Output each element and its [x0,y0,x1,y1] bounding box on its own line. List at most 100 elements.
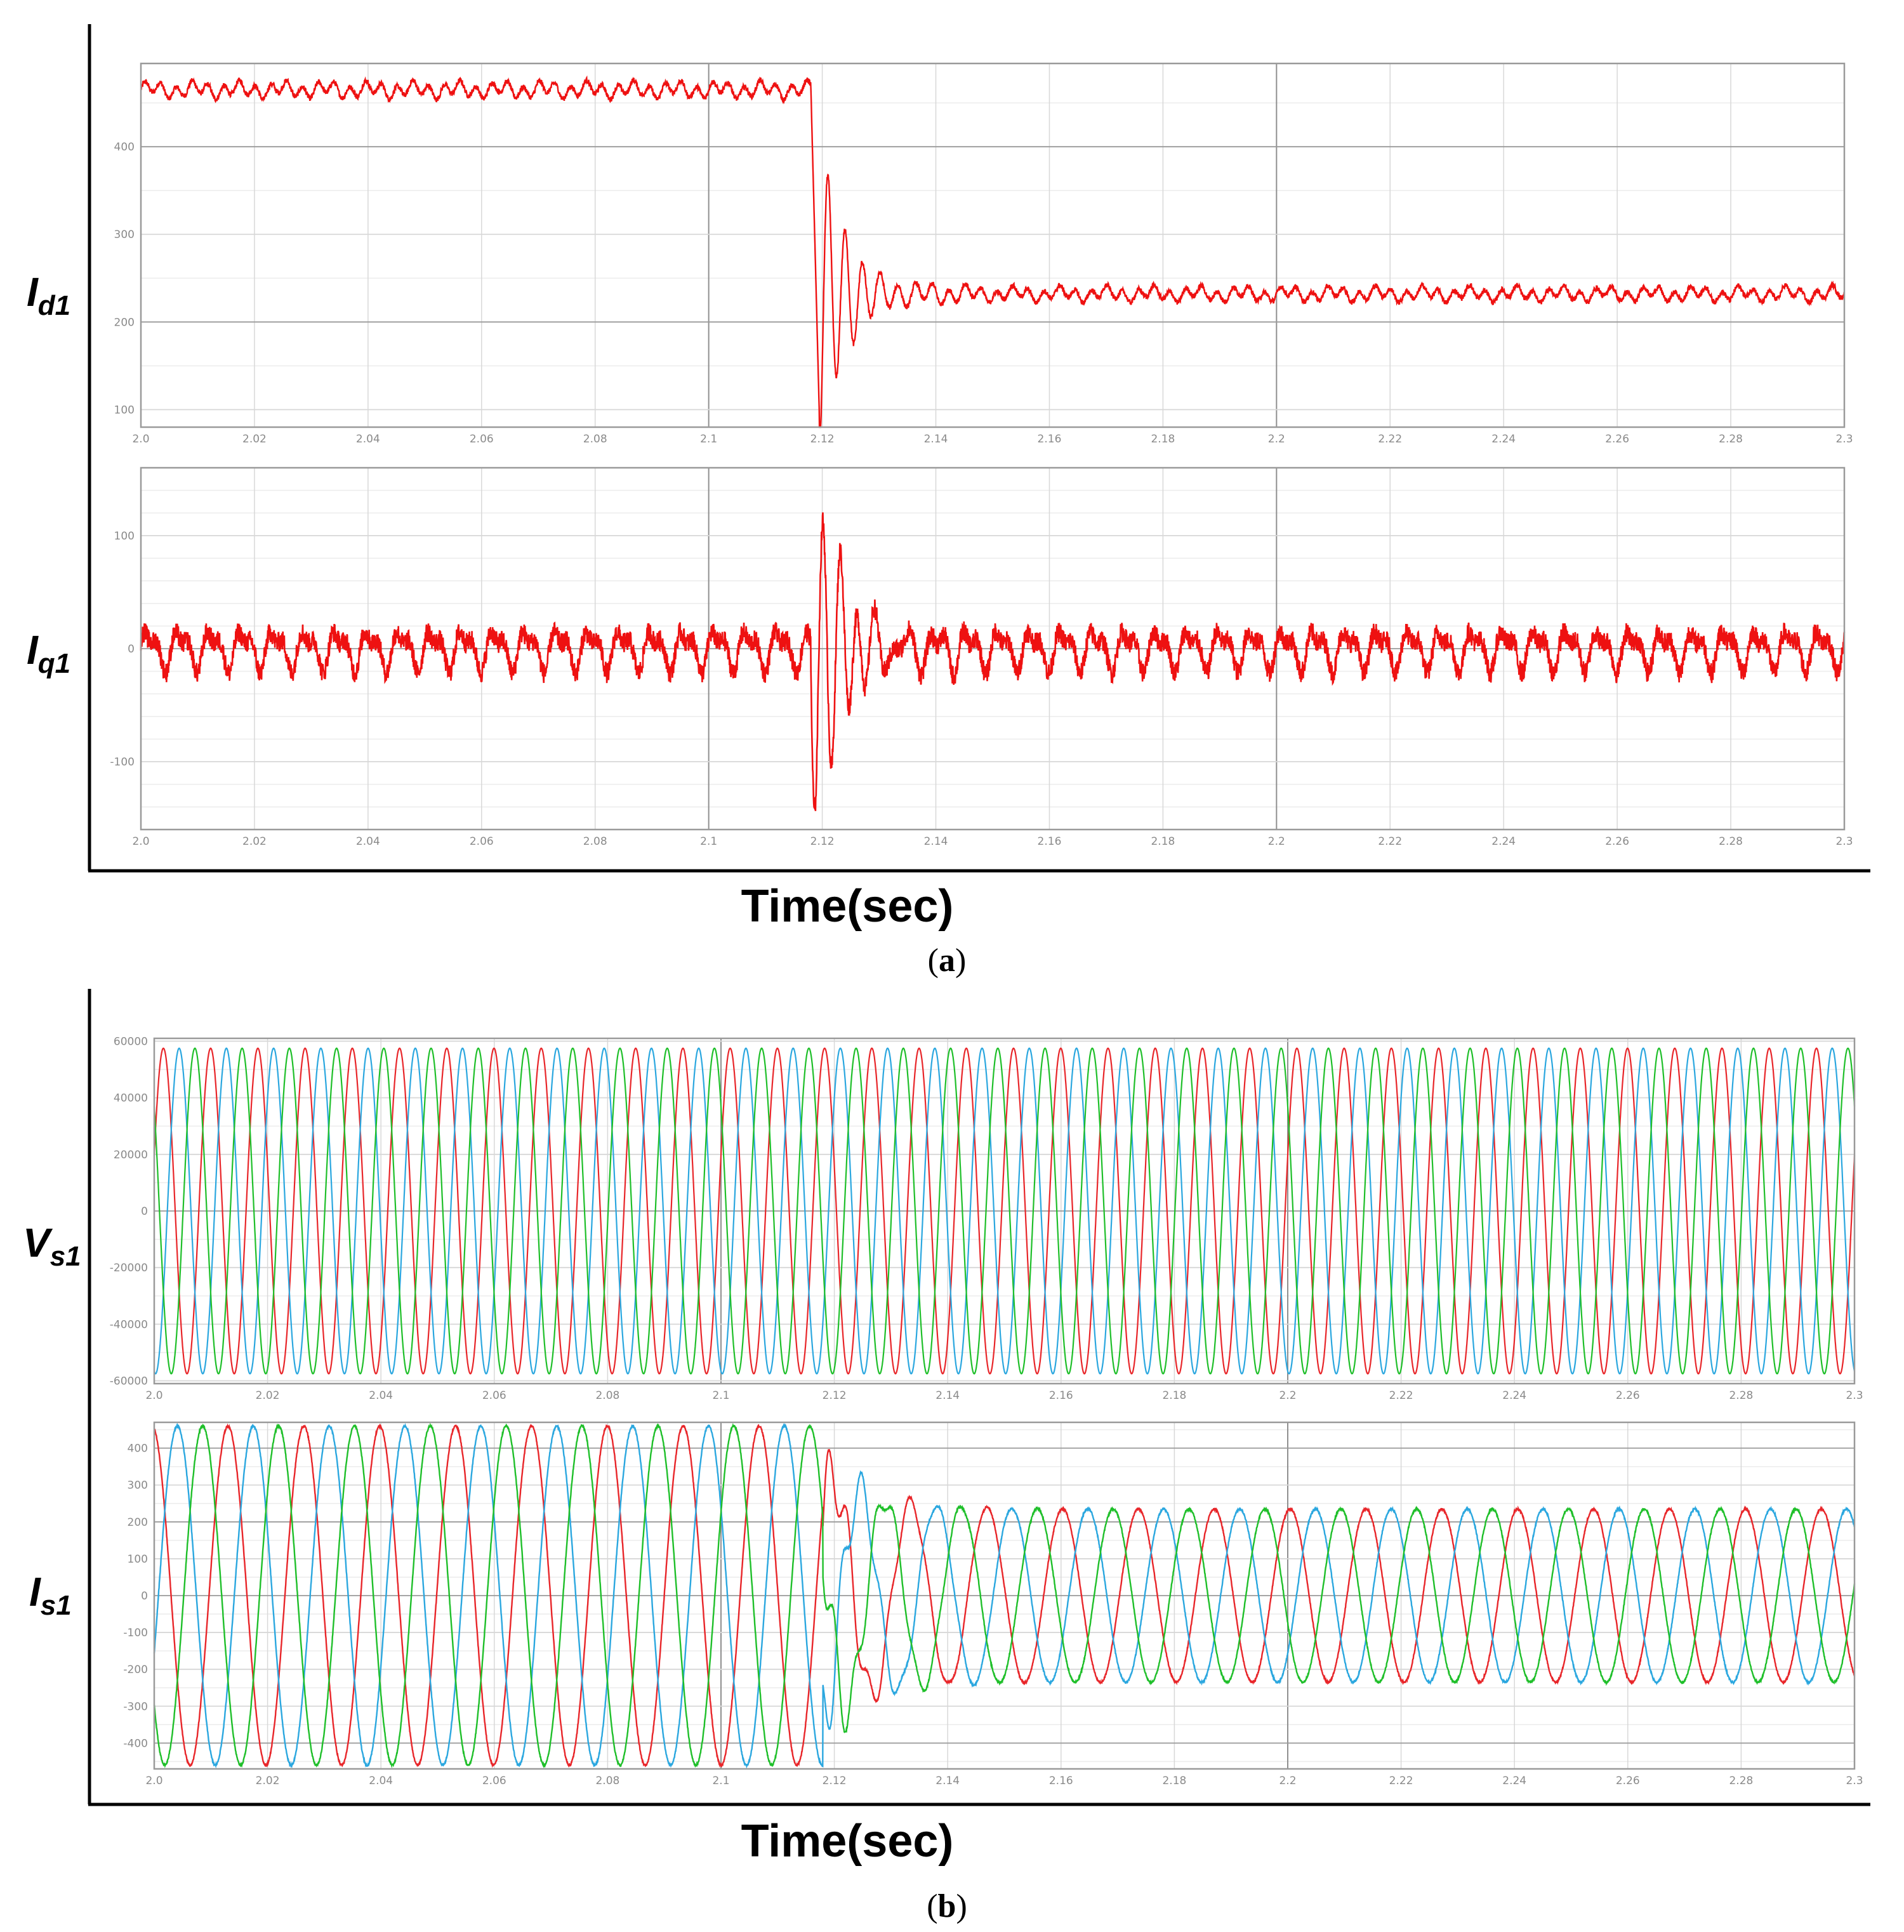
is1-x-tick-label: 2.02 [256,1775,280,1787]
iq1-plot-border [140,466,1846,831]
iq1-x-tick-label: 2.22 [1378,835,1402,848]
vs1-phase-a-line [153,1047,1856,1375]
ylabel-iq1: Iq1 [27,627,70,679]
iq1-x-tick-label: 2.06 [470,835,494,848]
is1-x-tick-label: 2.26 [1616,1775,1640,1787]
id1-x-tick-label: 2.14 [924,433,948,446]
id1-y-tick-label: 300 [114,228,135,241]
is1-x-tick-label: 2.0 [145,1775,162,1787]
id1-x-tick-label: 2.12 [810,433,835,446]
is1-x-tick-label: 2.16 [1049,1775,1073,1787]
vs1-x-tick-label: 2.16 [1049,1389,1073,1402]
is1-x-tick-label: 2.04 [369,1775,393,1787]
id1-series-line [140,75,1846,428]
is1-x-tick-label: 2.22 [1389,1775,1413,1787]
is1-y-tick-label: 100 [128,1553,148,1566]
vs1-x-tick-label: 2.26 [1616,1389,1640,1402]
id1-x-tick-label: 2.04 [356,433,380,446]
xlabel-panel-b: Time(sec) [741,1816,954,1867]
id1-x-tick-label: 2.08 [583,433,607,446]
caption-a: (a) [928,943,967,979]
vs1-y-tick-label: 0 [141,1205,148,1218]
vs1-y-tick-label: -40000 [110,1318,148,1331]
vs1-x-tick-label: 2.3 [1846,1389,1863,1402]
caption-b: (b) [927,1888,967,1924]
id1-y-tick-label: 200 [114,316,135,329]
vs1-x-tick-label: 2.02 [256,1389,280,1402]
id1-x-tick-label: 2.18 [1151,433,1175,446]
is1-y-tick-label: 300 [128,1479,148,1492]
id1-x-tick-label: 2.3 [1835,433,1853,446]
vs1-x-tick-label: 2.18 [1162,1389,1186,1402]
iq1-y-tick-label: 100 [114,530,135,543]
is1-x-tick-label: 2.1 [712,1775,729,1787]
is1-x-tick-label: 2.28 [1729,1775,1753,1787]
iq1-x-tick-label: 2.3 [1835,835,1853,848]
vs1-x-tick-label: 2.0 [145,1389,162,1402]
is1-x-tick-label: 2.2 [1279,1775,1296,1787]
vs1-x-tick-label: 2.06 [482,1389,506,1402]
chart-id1: 2.0 2.02 2.04 2.06 2.08 2.1 2.12 2.14 2.16 2.18 2.… [114,62,1853,446]
iq1-x-tick-label: 2.02 [242,835,267,848]
iq1-x-tick-label: 2.14 [924,835,948,848]
vs1-y-tick-label: -20000 [110,1262,148,1274]
iq1-x-tick-label: 2.12 [810,835,835,848]
is1-y-tick-label: -200 [123,1664,148,1676]
xlabel-panel-a: Time(sec) [741,881,954,932]
vs1-phase-c-line [153,1047,1856,1375]
is1-y-tick-label: -400 [123,1737,148,1750]
id1-x-tick-label: 2.24 [1491,433,1516,446]
id1-x-tick-label: 2.26 [1605,433,1629,446]
iq1-x-tick-label: 2.28 [1719,835,1743,848]
is1-x-tick-label: 2.12 [823,1775,847,1787]
iq1-x-tick-label: 2.26 [1605,835,1629,848]
vs1-x-tick-label: 2.08 [595,1389,619,1402]
is1-phase-b-line [153,1422,1855,1769]
vs1-x-tick-label: 2.12 [823,1389,847,1402]
is1-x-tick-label: 2.14 [935,1775,960,1787]
chart-vs1: 2.0 2.02 2.04 2.06 2.08 2.1 2.12 2.14 2.16 2.18 2.… [110,1035,1863,1402]
id1-x-tick-label: 2.22 [1378,433,1402,446]
id1-x-tick-label: 2.16 [1038,433,1062,446]
vs1-x-tick-label: 2.2 [1279,1389,1296,1402]
vs1-x-tick-label: 2.24 [1502,1389,1526,1402]
vs1-x-tick-label: 2.28 [1729,1389,1753,1402]
is1-y-tick-label: 200 [128,1516,148,1529]
iq1-x-tick-label: 2.0 [132,835,149,848]
iq1-y-tick-label: -100 [110,756,135,769]
vs1-x-tick-label: 2.1 [712,1389,729,1402]
iq1-x-tick-label: 2.04 [356,835,380,848]
is1-phase-a-line [154,1423,1856,1768]
vs1-x-tick-label: 2.22 [1389,1389,1413,1402]
is1-y-tick-label: -300 [123,1700,148,1713]
id1-x-tick-label: 2.02 [242,433,267,446]
id1-y-tick-label: 100 [114,404,135,416]
vs1-y-tick-label: -60000 [110,1375,148,1388]
vs1-x-tick-label: 2.04 [369,1389,393,1402]
is1-plot-border [153,1421,1856,1770]
vs1-y-tick-label: 40000 [114,1092,148,1105]
iq1-series-line [140,512,1846,811]
iq1-y-tick-label: 0 [128,643,135,656]
id1-x-tick-label: 2.1 [700,433,717,446]
is1-y-tick-label: 0 [141,1590,148,1603]
is1-y-tick-label: -100 [123,1627,148,1639]
vs1-y-tick-label: 20000 [114,1149,148,1161]
is1-phase-c-line [153,1422,1856,1769]
ylabel-id1: Id1 [27,269,70,321]
is1-x-tick-label: 2.18 [1162,1775,1186,1787]
id1-y-tick-label: 400 [114,141,135,154]
iq1-x-tick-label: 2.2 [1268,835,1285,848]
is1-x-tick-label: 2.3 [1846,1775,1863,1787]
id1-x-tick-label: 2.2 [1268,433,1285,446]
is1-x-tick-label: 2.06 [482,1775,506,1787]
id1-x-tick-label: 2.06 [470,433,494,446]
vs1-y-tick-label: 60000 [114,1035,148,1048]
iq1-x-tick-label: 2.16 [1038,835,1062,848]
vs1-plot-border [153,1037,1856,1385]
id1-plot-border [140,62,1846,428]
iq1-x-tick-label: 2.18 [1151,835,1175,848]
is1-x-tick-label: 2.24 [1502,1775,1526,1787]
id1-plot-area [141,63,1844,427]
